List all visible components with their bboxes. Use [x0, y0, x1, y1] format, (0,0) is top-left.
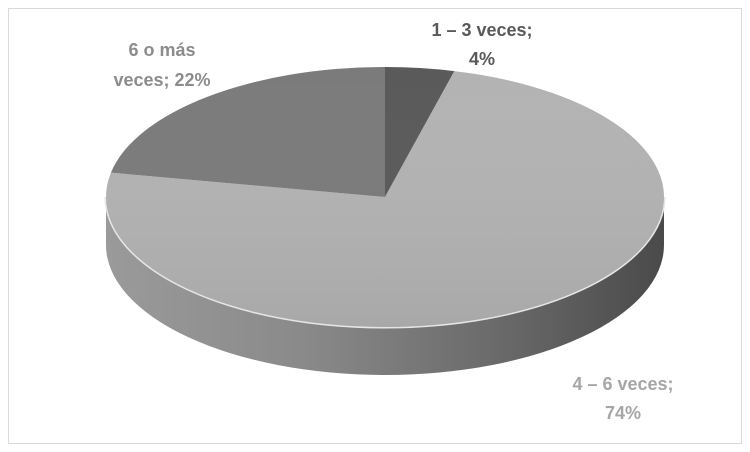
data-labels: 1 – 3 veces; 4% 6 o más veces; 22% 4 – 6…	[113, 20, 673, 423]
pie-top-shading	[106, 67, 664, 327]
data-label-1-3-veces-name: 1 – 3 veces;	[431, 20, 532, 40]
data-label-4-6-veces-value: 74%	[605, 403, 641, 423]
data-label-1-3-veces-value: 4%	[469, 49, 495, 69]
pie-side-surface	[106, 197, 664, 375]
data-label-4-6-veces-name: 4 – 6 veces;	[572, 374, 673, 394]
data-label-6-o-mas-veces-name: 6 o más	[128, 40, 195, 60]
data-label-6-o-mas-veces-value: veces; 22%	[113, 70, 210, 90]
